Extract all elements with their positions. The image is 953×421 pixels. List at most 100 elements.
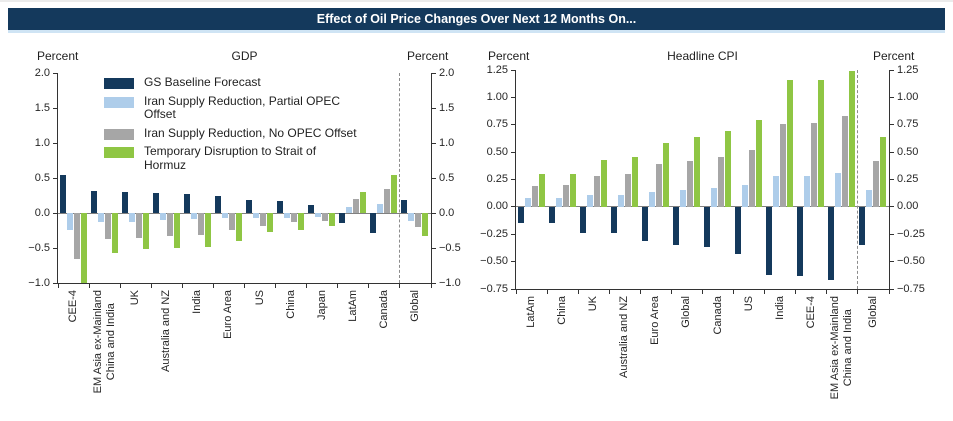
y-tick-right	[432, 142, 436, 144]
gdp-y-unit-left: Percent	[37, 49, 79, 63]
y-tick-left	[511, 69, 515, 71]
x-axis	[515, 289, 890, 290]
y-tick-label-right: 1.25	[897, 63, 919, 76]
cpi-chart-title: Headline CPI	[667, 49, 738, 63]
bar	[339, 213, 346, 223]
y-tick-label-right: 0.00	[897, 200, 919, 213]
bar	[260, 213, 267, 226]
y-tick-label-left: −0.5	[28, 241, 50, 254]
bar	[842, 115, 849, 207]
bar	[655, 164, 662, 207]
y-tick-label-left: 1.5	[34, 101, 50, 114]
y-tick-left	[53, 142, 57, 144]
y-tick-right	[432, 212, 436, 214]
y-tick-label-right: 0.75	[897, 118, 919, 131]
bar	[859, 206, 866, 246]
y-tick-label-right: 1.0	[439, 136, 455, 149]
zero-line	[58, 212, 431, 214]
bar	[104, 213, 111, 239]
bar	[756, 120, 763, 207]
bar	[797, 206, 804, 276]
x-tick	[275, 284, 277, 288]
bar	[401, 199, 408, 213]
bar	[538, 174, 545, 207]
bar	[787, 79, 794, 207]
x-tick	[399, 284, 401, 288]
y-tick-left	[53, 177, 57, 179]
separator-line	[857, 70, 859, 289]
legend-label: Temporary Disruption to Strait of Hormuz	[144, 144, 317, 172]
y-tick-label-right: 0.25	[897, 173, 919, 185]
bar	[221, 213, 228, 218]
y-tick-label-left: 0.5	[34, 171, 50, 184]
x-category-label: Australia and NZ	[618, 296, 631, 378]
legend-item: GS Baseline Forecast	[104, 75, 384, 90]
y-tick-label-right: −0.75	[897, 282, 925, 295]
bar	[828, 206, 835, 281]
x-tick	[430, 284, 432, 288]
bar	[631, 156, 638, 207]
bar	[725, 131, 732, 207]
legend-label: GS Baseline Forecast	[144, 75, 261, 89]
y-tick-right	[890, 96, 894, 98]
bar	[835, 172, 842, 207]
bar	[686, 160, 693, 207]
bar	[377, 203, 384, 213]
bar	[166, 213, 173, 237]
green-swatch	[104, 147, 134, 158]
title-banner: Effect of Oil Price Changes Over Next 12…	[8, 8, 945, 33]
y-tick-label-right: 1.5	[439, 101, 455, 114]
bar	[204, 213, 211, 248]
zero-line	[516, 206, 889, 208]
bar	[408, 213, 415, 221]
x-tick	[119, 284, 121, 288]
bar	[773, 176, 780, 207]
legend-item: Iran Supply Reduction, Partial OPEC Offs…	[104, 93, 384, 122]
bar	[360, 192, 367, 213]
y-tick-right	[890, 261, 894, 263]
y-tick-right	[890, 151, 894, 153]
y-tick-right	[890, 206, 894, 208]
bar	[235, 213, 242, 241]
x-tick	[515, 290, 517, 294]
x-tick	[88, 284, 90, 288]
y-tick-label-left: −1.0	[28, 276, 50, 289]
bar	[384, 188, 391, 213]
x-category-label: Global	[680, 296, 693, 328]
y-tick-label-left: −0.25	[480, 227, 508, 240]
gdp-y-unit-right: Percent	[407, 49, 449, 63]
bar	[315, 213, 322, 217]
bar	[346, 207, 353, 213]
y-tick-label-left: 1.25	[486, 63, 508, 76]
x-tick	[212, 284, 214, 288]
bar	[422, 213, 429, 237]
legend-label: Iran Supply Reduction, Partial OPEC Offs…	[144, 93, 341, 121]
x-tick	[337, 284, 339, 288]
bar	[648, 191, 655, 207]
bar	[693, 136, 700, 207]
bar	[579, 206, 586, 234]
x-tick	[702, 290, 703, 294]
y-axis-left	[57, 73, 58, 284]
bar	[742, 184, 749, 207]
bar	[548, 206, 555, 224]
bar	[873, 160, 880, 207]
y-tick-label-left: 2.0	[34, 66, 50, 79]
y-tick-label-right: 1.00	[897, 90, 919, 103]
bar	[662, 143, 669, 207]
bar	[624, 174, 631, 207]
bar	[66, 213, 73, 230]
y-axis-right	[889, 70, 890, 290]
separator-line	[399, 73, 401, 283]
bar	[569, 174, 576, 207]
cpi-y-unit-left: Percent	[488, 49, 530, 63]
y-tick-left	[53, 247, 57, 249]
bar	[517, 206, 524, 224]
y-tick-label-right: 0.50	[897, 145, 919, 158]
y-tick-left	[511, 124, 515, 126]
top-edge-strip	[0, 0, 953, 2]
x-tick	[888, 290, 890, 294]
bar	[849, 71, 856, 207]
bar	[73, 213, 80, 259]
